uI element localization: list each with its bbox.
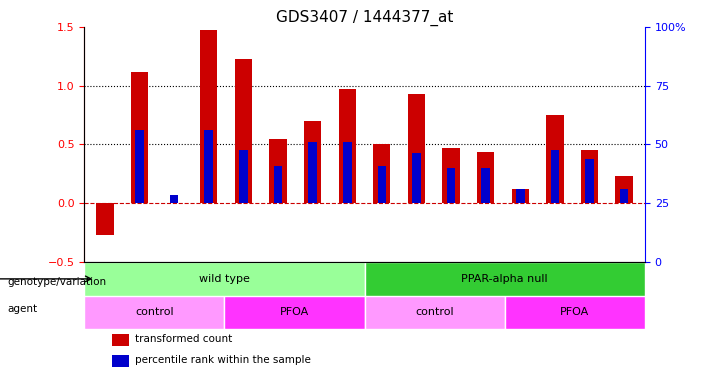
Title: GDS3407 / 1444377_at: GDS3407 / 1444377_at bbox=[275, 9, 454, 25]
Bar bbox=[412, 153, 421, 203]
Bar bbox=[516, 189, 524, 203]
Bar bbox=[585, 159, 594, 203]
Text: control: control bbox=[415, 308, 454, 318]
Bar bbox=[546, 115, 564, 203]
Text: PPAR-alpha null: PPAR-alpha null bbox=[461, 274, 548, 284]
Bar bbox=[170, 195, 179, 203]
Bar bbox=[512, 189, 529, 203]
Bar bbox=[273, 166, 283, 203]
Bar bbox=[408, 94, 425, 203]
Bar bbox=[339, 89, 356, 203]
Bar bbox=[442, 148, 460, 203]
Text: agent: agent bbox=[7, 304, 37, 314]
Bar bbox=[343, 142, 351, 203]
FancyBboxPatch shape bbox=[84, 296, 224, 329]
Bar bbox=[131, 71, 148, 203]
Bar bbox=[112, 334, 129, 346]
Bar bbox=[269, 139, 287, 203]
Text: transformed count: transformed count bbox=[135, 334, 232, 344]
Bar bbox=[304, 121, 321, 203]
Bar bbox=[112, 355, 129, 367]
Bar bbox=[378, 166, 386, 203]
Bar bbox=[620, 189, 629, 203]
Bar bbox=[482, 168, 490, 203]
Text: control: control bbox=[135, 308, 174, 318]
Bar bbox=[550, 151, 559, 203]
Bar bbox=[205, 131, 213, 203]
Bar bbox=[96, 203, 114, 235]
FancyBboxPatch shape bbox=[365, 262, 645, 296]
FancyBboxPatch shape bbox=[224, 296, 365, 329]
Bar bbox=[308, 142, 317, 203]
Bar bbox=[235, 59, 252, 203]
Text: genotype/variation: genotype/variation bbox=[7, 277, 106, 287]
Bar bbox=[581, 151, 598, 203]
Bar bbox=[615, 176, 633, 203]
Bar bbox=[373, 144, 390, 203]
Bar bbox=[200, 30, 217, 203]
Text: PFOA: PFOA bbox=[560, 308, 590, 318]
Bar bbox=[239, 151, 247, 203]
Text: PFOA: PFOA bbox=[280, 308, 309, 318]
Bar bbox=[447, 168, 456, 203]
Bar bbox=[135, 131, 144, 203]
FancyBboxPatch shape bbox=[84, 262, 365, 296]
FancyBboxPatch shape bbox=[505, 296, 645, 329]
FancyBboxPatch shape bbox=[365, 296, 505, 329]
Text: percentile rank within the sample: percentile rank within the sample bbox=[135, 355, 311, 365]
Bar bbox=[477, 152, 494, 203]
Text: wild type: wild type bbox=[199, 274, 250, 284]
